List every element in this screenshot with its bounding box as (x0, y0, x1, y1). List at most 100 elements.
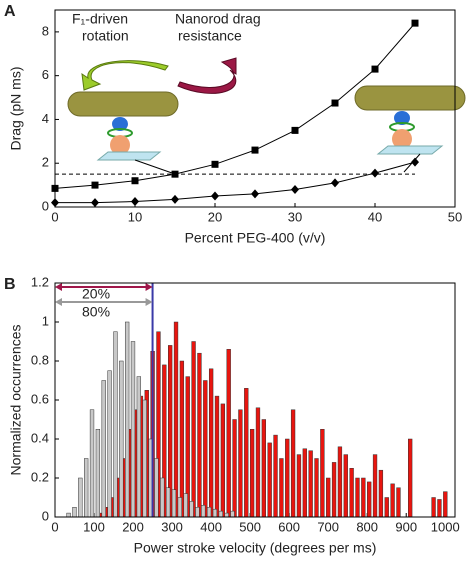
annotation: F₁-driven (72, 11, 128, 27)
bar (208, 368, 214, 518)
bar (119, 360, 124, 518)
bar (218, 510, 223, 518)
y-tick-label: 8 (42, 23, 49, 38)
point (131, 197, 139, 207)
bar (160, 477, 165, 518)
y-tick-label: 0.8 (31, 352, 49, 367)
bar (142, 399, 147, 518)
panel-label: A (4, 3, 16, 20)
x-tick-label: 1000 (431, 519, 460, 534)
bar (378, 469, 384, 518)
arrow-head (55, 283, 62, 291)
y-tick-label: 1 (42, 313, 49, 328)
annotation: resistance (178, 28, 242, 44)
bar (224, 512, 229, 518)
x-tick-label: 10 (128, 209, 142, 224)
plot-frame (54, 282, 456, 518)
annotation: 80% (82, 304, 110, 320)
arrow-head (145, 298, 153, 306)
bar (314, 458, 319, 518)
point (291, 184, 299, 194)
bar (290, 409, 296, 518)
point (171, 170, 179, 178)
bar (201, 505, 206, 518)
point (411, 19, 419, 27)
point (251, 189, 259, 199)
point (371, 168, 379, 178)
arrow-head (145, 283, 153, 291)
bar (214, 395, 220, 518)
annotation: rotation (82, 28, 129, 44)
bar (349, 468, 354, 518)
bar (220, 403, 226, 518)
y-tick-label: 0 (42, 198, 49, 213)
x-tick-label: 600 (278, 519, 300, 534)
bar (206, 507, 212, 518)
x-tick-label: 0 (51, 519, 58, 534)
rotation-arrows (81, 57, 237, 94)
bar (230, 510, 235, 518)
bar (372, 454, 378, 518)
bar (113, 331, 118, 518)
bar (285, 438, 290, 518)
chart-panel: A 0 10 20 30 40 50 0 2 4 6 8 Percent PEG-400 (v/v) Dr… (4, 3, 462, 245)
bar (431, 497, 436, 518)
point (91, 181, 99, 189)
bar (84, 458, 89, 518)
point (131, 177, 139, 185)
point (91, 198, 99, 208)
x-tick-label: 40 (368, 209, 382, 224)
bar (437, 499, 442, 518)
x-tick-label: 30 (288, 209, 302, 224)
bar (130, 341, 136, 518)
y-tick-label: 0.2 (31, 469, 49, 484)
bar (390, 483, 395, 518)
y-axis-label: Normalized occurrences (8, 325, 24, 476)
inset-right (354, 85, 466, 155)
point (411, 157, 419, 167)
y-tick-label: 0.6 (31, 391, 49, 406)
bar (249, 429, 255, 518)
x-axis-label: Power stroke velocity (degrees per ms) (134, 540, 377, 556)
bar (296, 454, 302, 518)
bar (177, 497, 182, 518)
bar (255, 407, 261, 518)
bar (396, 487, 401, 518)
bar (337, 446, 343, 518)
panel-label: B (4, 276, 16, 293)
bar (89, 409, 95, 518)
annotation: Nanorod drag (175, 11, 261, 27)
bar (197, 352, 202, 518)
y-tick-label: 2 (42, 155, 49, 170)
point (371, 65, 379, 73)
bar (261, 419, 266, 518)
bar (331, 462, 337, 518)
bar (384, 497, 389, 518)
x-tick-label: 0 (51, 209, 58, 224)
bar (355, 477, 360, 518)
bar (72, 507, 77, 518)
x-tick-label: 200 (122, 519, 144, 534)
bar (165, 487, 171, 518)
bar (95, 429, 101, 518)
x-tick-label: 20 (208, 209, 222, 224)
point (171, 194, 179, 204)
bar (226, 349, 231, 518)
bar (189, 501, 194, 518)
y-axis-label: Drag (pN ms) (8, 66, 24, 150)
point (331, 99, 339, 107)
bar (302, 448, 307, 518)
bar (367, 481, 372, 518)
point (211, 160, 219, 168)
bar (154, 458, 159, 518)
bar (107, 370, 112, 518)
bar (179, 360, 185, 518)
bar (443, 491, 448, 518)
inset-left (67, 91, 179, 161)
bar (244, 388, 249, 518)
y-tick-label: 6 (42, 67, 49, 82)
bar (212, 508, 218, 518)
y-tick-label: 0 (42, 508, 49, 523)
bar (320, 429, 325, 518)
